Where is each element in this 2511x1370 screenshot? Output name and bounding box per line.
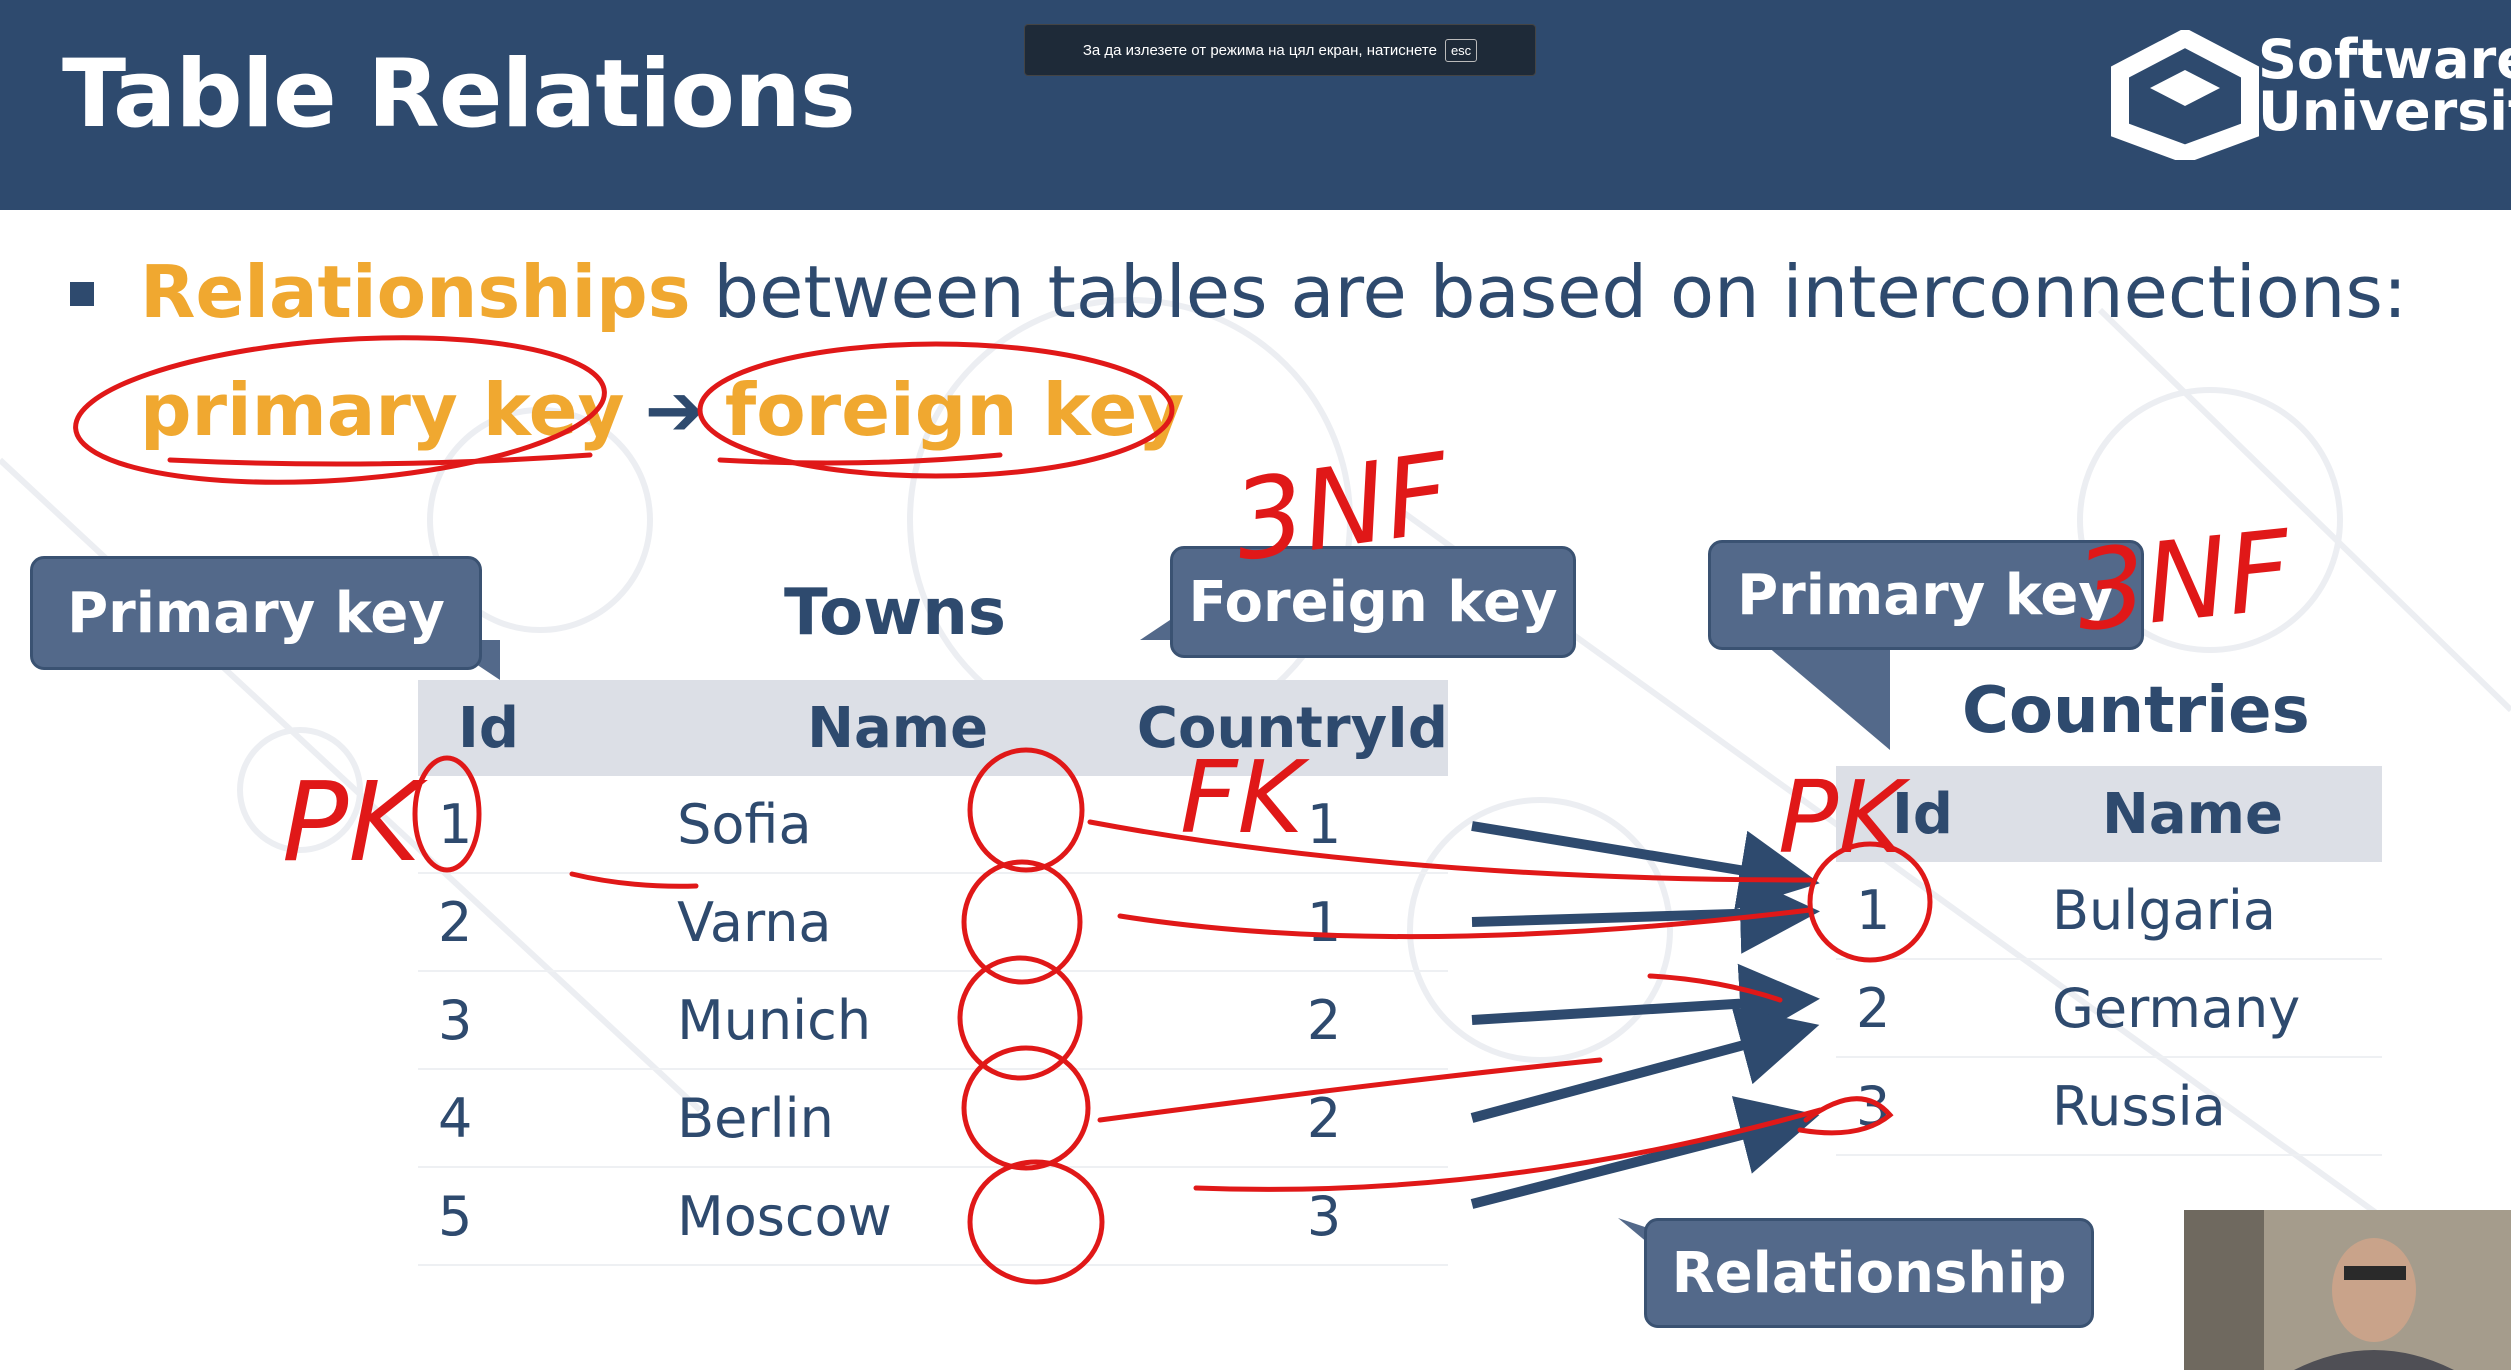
cell-name: Bulgaria — [1992, 862, 2382, 960]
underline-foreign — [717, 452, 1003, 466]
esc-key[interactable]: esc — [1444, 38, 1478, 62]
cell-name: Sofia — [547, 776, 1137, 874]
presenter-video-icon — [2184, 1210, 2511, 1370]
line-berlin — [1097, 1057, 1603, 1123]
primary-key-text: primary key — [140, 368, 625, 452]
cell-name: Russia — [1992, 1057, 2382, 1156]
line-moscow — [1193, 1107, 1823, 1192]
arrow-moscow-russia — [1470, 1096, 1820, 1209]
slide-title: Table Relations — [62, 40, 856, 149]
cell-id: 1 — [418, 776, 548, 874]
arrow-berlin-germany — [1470, 1006, 1820, 1123]
cell-name: Berlin — [547, 1069, 1137, 1168]
cell-id: 3 — [418, 971, 548, 1070]
webcam-video[interactable] — [2184, 1210, 2511, 1370]
cell-id: 5 — [418, 1167, 548, 1266]
relationship-callout: Relationship — [1644, 1218, 2094, 1328]
logo-line-1: Software — [2258, 28, 2511, 91]
cell-countryid: 1 — [1136, 873, 1448, 972]
fullscreen-notice-text: За да излезете от режима на цял екран, н… — [1082, 41, 1437, 59]
cell-name: Varna — [547, 873, 1137, 972]
table-row: 1 Sofia 1 — [418, 776, 1448, 874]
circle-russia-id — [1797, 1096, 1894, 1136]
foreign-key-text: foreign key — [724, 368, 1185, 452]
annotation-3nf-right: 3NF — [2069, 506, 2298, 656]
arrow-munich-germany — [1471, 963, 1820, 1044]
arrow-sofia-bulgaria — [1471, 821, 1820, 910]
annotation-pk-right: PK — [1778, 759, 1911, 876]
column-header-countryid: CountryId — [1136, 680, 1448, 776]
countries-table-name: Countries — [1962, 674, 2310, 748]
bullet-line-1: Relationships between tables are based o… — [140, 250, 2407, 334]
cell-countryid: 2 — [1136, 1069, 1448, 1168]
column-header-id: Id — [418, 680, 548, 776]
column-header-name: Name — [547, 680, 1137, 776]
circle-countryid-2b — [961, 1045, 1091, 1171]
annotation-fk: FK — [1180, 739, 1311, 856]
cell-id: 3 — [1836, 1057, 1992, 1156]
column-header-name: Name — [1992, 766, 2382, 862]
table-row: 5 Moscow 3 — [418, 1167, 1448, 1266]
cell-name: Germany — [1992, 959, 2382, 1058]
circle-countryid-1a — [967, 747, 1085, 873]
towns-table-name: Towns — [784, 576, 1006, 650]
cell-name: Moscow — [547, 1167, 1137, 1266]
circle-foreign-key — [697, 341, 1175, 479]
circle-id-1 — [412, 755, 482, 873]
circle-countryid-2a — [957, 955, 1083, 1081]
line-varna — [1117, 907, 1813, 940]
cell-countryid: 1 — [1136, 776, 1448, 874]
line-munich — [1647, 973, 1783, 1003]
arrow-varna-bulgaria — [1471, 873, 1820, 954]
circle-primary-key — [73, 335, 607, 485]
underline-primary — [167, 452, 593, 467]
right-arrow-icon: ➔ — [644, 368, 705, 452]
cell-countryid: 2 — [1136, 971, 1448, 1070]
logo-text: Software University — [2258, 28, 2511, 143]
underline-sofia — [569, 871, 699, 889]
table-row: 2 Germany — [1836, 959, 2382, 1058]
cell-id: 2 — [418, 873, 548, 972]
logo-line-2: University — [2258, 80, 2511, 143]
cell-name: Munich — [547, 971, 1137, 1070]
primary-key-callout-right: Primary key — [1708, 540, 2144, 650]
bullet-line-2: primary key ➔ foreign key — [140, 368, 1184, 452]
cell-id: 2 — [1836, 959, 1992, 1058]
bullet-rest-text: between tables are based on interconnect… — [690, 250, 2408, 334]
software-university-logo-icon — [2111, 30, 2259, 160]
circle-countryid-3 — [967, 1159, 1105, 1285]
circle-bulgaria-id — [1807, 841, 1933, 963]
annotation-pk-left: PK — [282, 758, 428, 886]
cell-id: 4 — [418, 1069, 548, 1168]
callout-tail-right — [1760, 640, 1890, 750]
line-sofia — [1087, 819, 1813, 883]
annotation-3nf-left: 3NF — [1226, 429, 1459, 586]
table-row: 1 Bulgaria — [1836, 862, 2382, 960]
table-row: 3 Munich 2 — [418, 971, 1448, 1070]
circle-countryid-1b — [961, 859, 1083, 985]
table-row: 3 Russia — [1836, 1057, 2382, 1156]
fullscreen-notice: За да излезете от режима на цял екран, н… — [1024, 24, 1536, 76]
primary-key-callout-left: Primary key — [30, 556, 482, 670]
table-row: 2 Varna 1 — [418, 873, 1448, 972]
towns-table: Id Name CountryId 1 Sofia 1 2 Varna 1 3 … — [418, 680, 1448, 1266]
relationships-text: Relationships — [140, 250, 691, 334]
table-row: 4 Berlin 2 — [418, 1069, 1448, 1168]
table-header-row: Id Name CountryId — [418, 680, 1448, 776]
bullet-marker — [70, 282, 94, 306]
countries-table: Id Name 1 Bulgaria 2 Germany 3 Russia — [1836, 766, 2382, 1156]
foreign-key-callout: Foreign key — [1170, 546, 1576, 658]
